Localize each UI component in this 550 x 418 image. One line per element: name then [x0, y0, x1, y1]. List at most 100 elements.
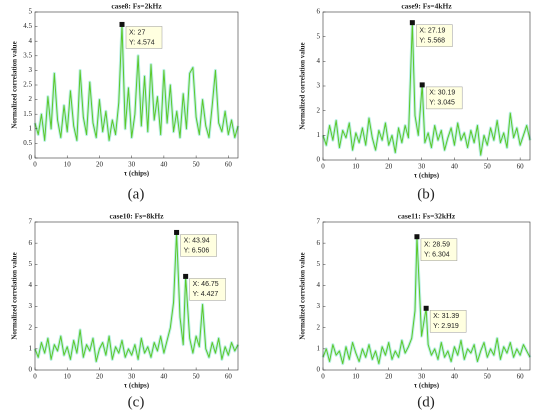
y-tick-label: 2 [29, 95, 33, 103]
x-tick-label: 50 [484, 163, 492, 171]
datatip-marker [409, 20, 415, 26]
chart-title: case11: Fs=32kHz [398, 212, 456, 221]
x-tick-label: 60 [517, 373, 525, 381]
x-tick-label: 40 [451, 163, 459, 171]
chart-title: case9: Fs=4kHz [401, 2, 452, 11]
x-tick-label: 30 [418, 373, 426, 381]
datatip-y: Y: 6.304 [424, 252, 450, 259]
x-tick-label: 10 [64, 373, 72, 381]
datatip-y: Y: 2.919 [433, 323, 459, 330]
y-tick-label: 5 [29, 260, 33, 268]
datatip-marker [419, 82, 425, 88]
y-tick-label: 2.5 [23, 81, 32, 89]
y-tick-label: 2 [29, 323, 33, 331]
y-tick-label: 1 [29, 124, 33, 132]
panel-label: (b) [417, 186, 435, 202]
x-axis-label: τ (chips) [414, 172, 440, 180]
chart-title: case8: Fs=2kHz [111, 2, 162, 11]
x-tick-label: 50 [193, 373, 201, 381]
y-tick-label: 3.5 [23, 51, 32, 59]
datatip-y: Y: 5.568 [419, 37, 445, 44]
datatip-marker [414, 234, 420, 240]
x-tick-label: 10 [352, 373, 360, 381]
x-axis-label: τ (chips) [124, 170, 150, 178]
x-tick-label: 0 [33, 161, 37, 169]
datatip-x: X: 27 [129, 29, 145, 36]
x-tick-label: 20 [385, 373, 393, 381]
y-tick-label: 2 [317, 323, 321, 331]
y-tick-label: 6 [317, 8, 321, 16]
line [322, 22, 531, 156]
x-tick-label: 50 [193, 161, 201, 169]
x-tick-label: 60 [517, 163, 525, 171]
panel: 0 10 20 30 40 50 60 0 1 2 3 4 5 6 case9: Fs=4kHz τ (chi… [299, 2, 532, 202]
panel: 0 10 20 30 40 50 60 0 1 2 3 4 5 6 7 case10: Fs=8kHz τ (c… [11, 212, 240, 410]
x-tick-label: 40 [160, 373, 168, 381]
y-tick-label: 4 [317, 57, 321, 65]
y-tick-label: 0 [317, 156, 321, 164]
panel: 0 10 20 30 40 50 60 0 0.5 1 1.5 2 2.5 3 3.5 4 4.5 5 case8:… [11, 2, 240, 202]
y-tick-label: 3 [317, 82, 321, 90]
datatip-x: X: 46.75 [193, 281, 219, 288]
y-axis-label: Normalized correlation value [299, 42, 307, 129]
x-tick-label: 60 [225, 373, 233, 381]
y-axis-label: Normalized correlation value [11, 41, 19, 128]
datatip-x: X: 28.59 [424, 242, 450, 249]
x-tick-label: 50 [484, 373, 492, 381]
line [322, 236, 531, 365]
datatip-marker [423, 305, 429, 311]
y-tick-label: 4.5 [23, 22, 32, 30]
y-tick-label: 6 [29, 239, 33, 247]
y-tick-label: 5 [317, 32, 321, 40]
datatip-box [420, 238, 458, 261]
y-tick-label: 3 [317, 302, 321, 310]
x-tick-label: 20 [96, 373, 104, 381]
x-tick-label: 20 [385, 163, 393, 171]
y-tick-label: 0 [29, 154, 33, 162]
y-tick-label: 3 [29, 302, 33, 310]
datatip-y: Y: 6.506 [184, 247, 210, 254]
x-tick-label: 10 [352, 163, 360, 171]
datatip-box [416, 24, 453, 47]
panel-label: (d) [417, 394, 435, 410]
datatip-x: X: 30.19 [429, 90, 455, 97]
datatip-box [125, 26, 163, 49]
y-tick-label: 5 [29, 8, 33, 16]
y-tick-label: 6 [317, 239, 321, 247]
plot-frame [34, 221, 239, 371]
y-tick-label: 2 [317, 106, 321, 114]
datatip-box [189, 278, 226, 301]
y-tick-label: 7 [317, 218, 321, 226]
x-tick-label: 0 [321, 163, 325, 171]
datatip-marker [119, 21, 125, 27]
datatip-x: X: 31.39 [433, 313, 459, 320]
datatip-marker [174, 229, 180, 235]
y-tick-label: 0.5 [23, 139, 32, 147]
datatip-x: X: 27.19 [419, 27, 445, 34]
x-axis-label: τ (chips) [414, 382, 440, 390]
datatip-x: X: 43.94 [184, 237, 210, 244]
chart-title: case10: Fs=8kHz [109, 212, 164, 221]
y-axis-label: Normalized correlation value [299, 252, 307, 339]
y-tick-label: 3 [29, 66, 33, 74]
y-tick-label: 0 [29, 366, 33, 374]
plot-frame [322, 221, 531, 371]
datatip-box [425, 86, 463, 110]
datatip-y: Y: 3.045 [429, 100, 455, 107]
panel: 0 10 20 30 40 50 60 0 1 2 3 4 5 6 7 case11: Fs=32kHz τ (… [299, 212, 532, 410]
x-tick-label: 30 [128, 161, 136, 169]
y-tick-label: 4 [317, 281, 321, 289]
panel-label: (a) [128, 186, 145, 202]
datatip-marker [183, 273, 189, 279]
x-tick-label: 30 [128, 373, 136, 381]
y-axis-label: Normalized correlation value [11, 252, 19, 339]
line [34, 23, 239, 141]
y-tick-label: 1.5 [23, 110, 32, 118]
datatip-box [180, 234, 217, 257]
y-tick-label: 1 [317, 131, 321, 139]
datatip-y: Y: 4.574 [129, 39, 155, 46]
y-tick-label: 5 [317, 260, 321, 268]
x-axis-label: τ (chips) [124, 382, 150, 390]
x-tick-label: 40 [160, 161, 168, 169]
x-tick-label: 30 [418, 163, 426, 171]
